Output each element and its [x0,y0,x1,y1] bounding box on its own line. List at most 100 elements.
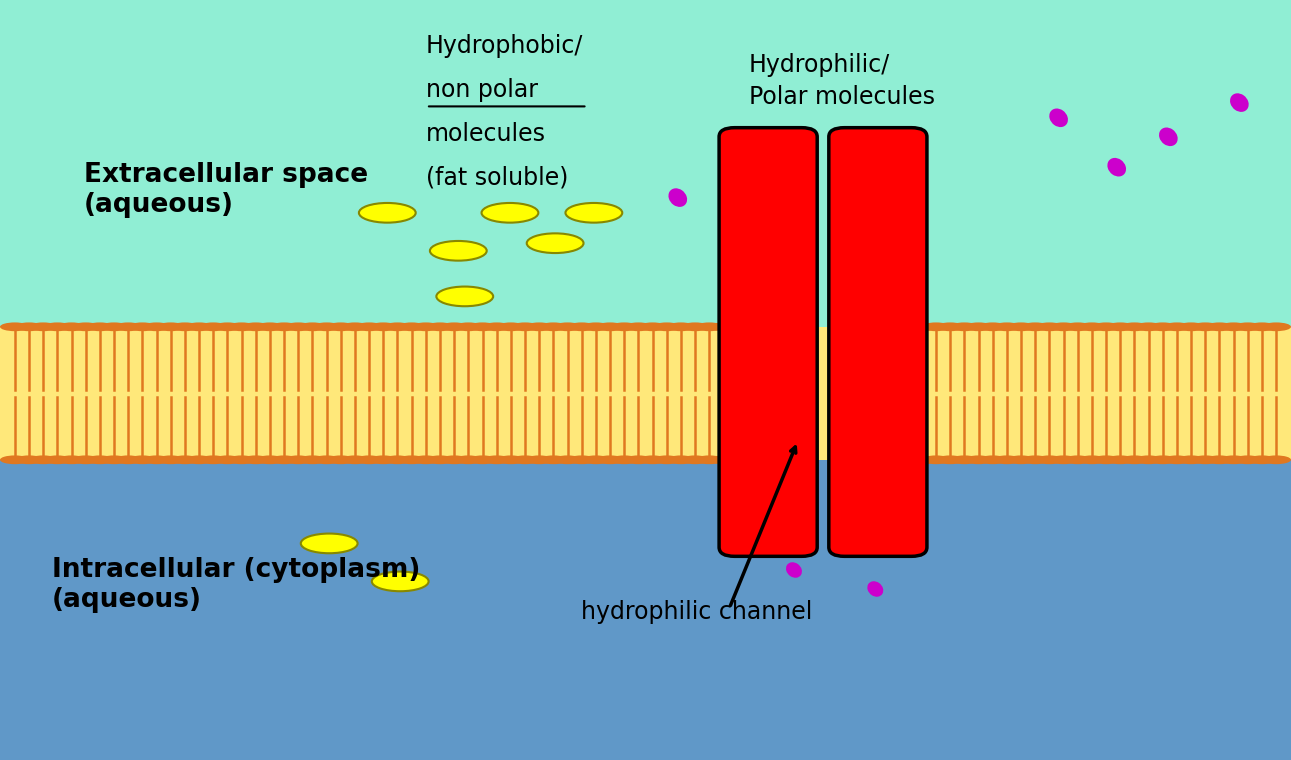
Ellipse shape [1148,455,1177,464]
Text: Hydrophobic/: Hydrophobic/ [426,33,584,58]
Ellipse shape [425,322,454,331]
Text: non polar: non polar [426,78,538,102]
Ellipse shape [227,322,257,331]
Ellipse shape [510,455,540,464]
Ellipse shape [1034,455,1064,464]
Ellipse shape [949,322,979,331]
Ellipse shape [1091,455,1121,464]
Ellipse shape [666,322,696,331]
Ellipse shape [312,455,342,464]
Ellipse shape [312,322,342,331]
Ellipse shape [28,455,58,464]
Ellipse shape [340,455,369,464]
Ellipse shape [1105,322,1135,331]
Ellipse shape [298,322,328,331]
Ellipse shape [1108,158,1126,176]
Ellipse shape [354,455,383,464]
Ellipse shape [114,322,143,331]
Ellipse shape [1034,322,1064,331]
Ellipse shape [99,455,129,464]
Ellipse shape [609,322,639,331]
Ellipse shape [57,455,86,464]
Ellipse shape [1190,455,1220,464]
Ellipse shape [1020,455,1050,464]
FancyBboxPatch shape [719,128,817,556]
Ellipse shape [1176,455,1206,464]
Ellipse shape [199,322,229,331]
Ellipse shape [991,455,1021,464]
Ellipse shape [538,455,568,464]
Ellipse shape [1205,322,1234,331]
Ellipse shape [241,322,271,331]
Text: Hydrophilic/
Polar molecules: Hydrophilic/ Polar molecules [749,53,935,109]
Ellipse shape [1159,128,1177,146]
Ellipse shape [482,455,511,464]
Ellipse shape [595,455,625,464]
Ellipse shape [1176,322,1206,331]
Ellipse shape [436,287,493,306]
Ellipse shape [1133,322,1163,331]
Ellipse shape [567,455,596,464]
Ellipse shape [425,455,454,464]
Ellipse shape [467,322,497,331]
Ellipse shape [1077,455,1106,464]
Bar [0,0,1291,327]
Ellipse shape [1219,322,1248,331]
Ellipse shape [199,455,229,464]
Ellipse shape [1233,455,1263,464]
Ellipse shape [1119,322,1149,331]
Ellipse shape [256,322,285,331]
Ellipse shape [156,455,186,464]
Ellipse shape [709,322,738,331]
Text: (fat soluble): (fat soluble) [426,166,568,190]
Ellipse shape [85,322,115,331]
Ellipse shape [382,322,412,331]
Ellipse shape [482,203,538,223]
Ellipse shape [538,322,568,331]
Ellipse shape [595,322,625,331]
Ellipse shape [43,455,72,464]
Ellipse shape [695,455,724,464]
Ellipse shape [482,322,511,331]
Ellipse shape [43,322,72,331]
Text: Intracellular (cytoplasm)
(aqueous): Intracellular (cytoplasm) (aqueous) [52,557,420,613]
Ellipse shape [213,322,243,331]
Ellipse shape [301,534,358,553]
Ellipse shape [284,455,314,464]
Ellipse shape [908,455,937,464]
Ellipse shape [368,455,398,464]
Ellipse shape [1006,322,1035,331]
Ellipse shape [709,455,738,464]
Ellipse shape [1219,455,1248,464]
Ellipse shape [908,322,937,331]
Ellipse shape [241,455,271,464]
Ellipse shape [963,455,993,464]
Ellipse shape [340,322,369,331]
Ellipse shape [1048,322,1078,331]
Ellipse shape [527,233,584,253]
Ellipse shape [922,322,951,331]
Ellipse shape [453,322,483,331]
Ellipse shape [372,572,429,591]
Ellipse shape [439,455,469,464]
Ellipse shape [695,322,724,331]
Ellipse shape [949,455,979,464]
Ellipse shape [510,322,540,331]
Ellipse shape [624,455,653,464]
Ellipse shape [669,188,687,207]
Ellipse shape [581,322,611,331]
Text: molecules: molecules [426,122,546,146]
Ellipse shape [977,322,1007,331]
Ellipse shape [71,322,101,331]
Ellipse shape [156,322,186,331]
Ellipse shape [411,322,440,331]
Ellipse shape [142,322,172,331]
Ellipse shape [298,455,328,464]
Ellipse shape [624,322,653,331]
Ellipse shape [142,455,172,464]
Ellipse shape [185,322,214,331]
Ellipse shape [1162,322,1192,331]
Ellipse shape [170,455,200,464]
Ellipse shape [991,322,1021,331]
Ellipse shape [1162,455,1192,464]
